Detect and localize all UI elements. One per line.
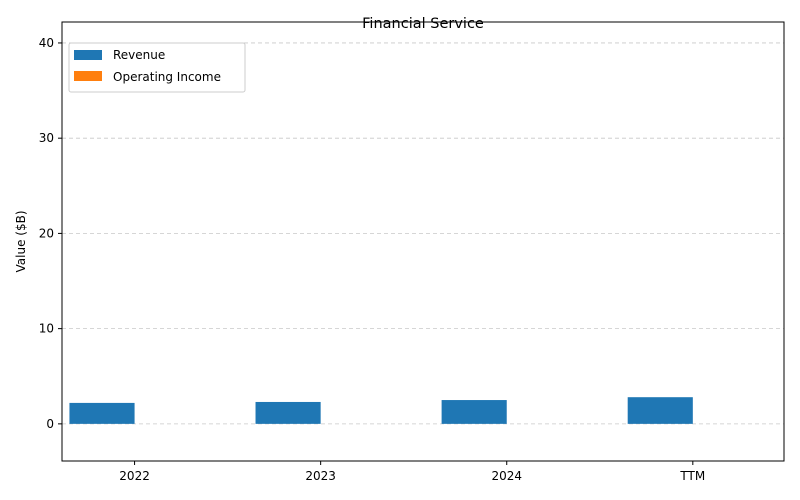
bar-revenue-ttm [627,397,693,424]
bars [69,397,693,424]
legend-swatch-revenue [74,50,102,60]
bar-revenue-2022 [69,402,135,424]
x-tick-label: 2023 [305,469,336,483]
y-axis: 0 10 20 30 40 [39,36,62,431]
legend-swatch-operating-income [74,71,102,81]
x-tick-label: 2022 [119,469,150,483]
y-tick-label: 40 [39,36,54,50]
plot-frame [61,21,785,462]
y-tick-label: 20 [39,226,54,240]
y-axis-label: Value ($B) [14,211,28,273]
legend-label-revenue: Revenue [113,48,165,62]
legend-box [68,42,246,93]
x-axis: 2022 2023 2024 TTM [119,461,705,483]
x-tick-label: TTM [679,469,705,483]
y-tick-label: 30 [39,131,54,145]
bar-revenue-2023 [255,401,321,424]
y-tick-label: 0 [46,417,54,431]
chart-title: Financial Service [362,16,484,32]
y-tick-label: 10 [39,322,54,336]
legend: Revenue Operating Income [68,42,246,93]
x-tick-label: 2024 [491,469,522,483]
bar-revenue-2024 [441,400,507,424]
legend-label-operating-income: Operating Income [113,70,221,84]
